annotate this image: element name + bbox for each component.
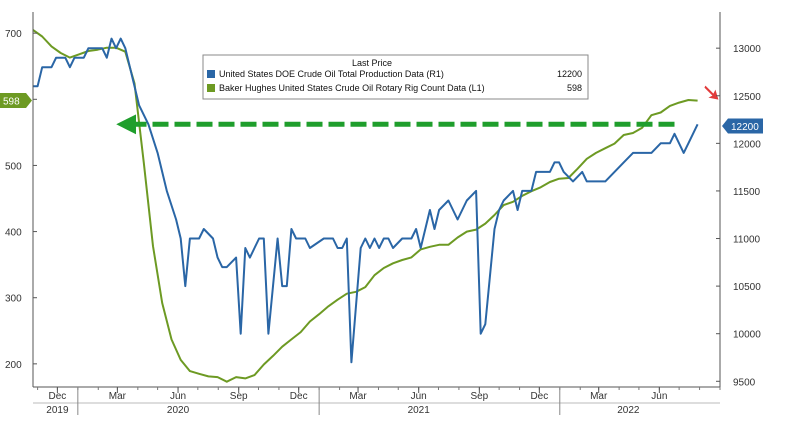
x-year-label: 2019: [46, 405, 69, 416]
y-axis-right: 9500 10000 10500 11000 11500 12000 12500 13000: [716, 12, 761, 388]
x-tick-label: Sep: [470, 391, 488, 402]
x-tick-label: Sep: [230, 391, 248, 402]
series-layer: [32, 29, 699, 383]
right-flag-shape: [722, 118, 763, 134]
y-left-tick-label: 200: [5, 360, 22, 371]
x-tick-label: Dec: [48, 391, 66, 402]
y-right-tick-label: 12500: [733, 92, 761, 103]
x-year-label: 2020: [167, 405, 190, 416]
x-tick-label: Jun: [411, 391, 427, 402]
legend-last-rigcount: 598: [567, 83, 582, 93]
x-tick-label: Dec: [290, 391, 308, 402]
left-flag-shape: [0, 93, 32, 108]
x-tick-label: Jun: [170, 391, 186, 402]
y-left-tick-label: 700: [5, 29, 22, 40]
x-axis: [33, 386, 721, 415]
y-right-tick-label: 11500: [733, 187, 761, 198]
x-year-label: 2022: [617, 405, 640, 416]
y-left-tick-label: 500: [5, 161, 22, 172]
legend-box: [202, 54, 589, 100]
series-line-production: [33, 37, 699, 364]
right-value-flag: 12200: [722, 118, 763, 134]
legend-label-rigcount: Baker Hughes United States Crude Oil Rot…: [219, 83, 485, 93]
y-right-tick-label: 9500: [733, 377, 756, 388]
legend-label-production: United States DOE Crude Oil Total Produc…: [219, 69, 444, 79]
left-value-flag: 598: [0, 93, 32, 108]
x-tick-label: Mar: [590, 391, 608, 402]
x-tick-label: Dec: [530, 391, 548, 402]
x-tick-label: Jun: [651, 391, 667, 402]
x-year-label: 2021: [408, 405, 431, 416]
legend-last-production: 12200: [557, 69, 582, 79]
y-left-tick-label: 400: [5, 228, 22, 239]
series-line-rig-count: [32, 29, 698, 383]
legend: Last Price United States DOE Crude Oil T…: [202, 54, 589, 100]
annotations: [116, 85, 719, 135]
x-tick-label: Mar: [349, 391, 367, 402]
x-axis-labels: Dec Mar Jun Sep Dec Mar Jun Sep Dec Mar Jun 2019 202…: [46, 391, 667, 416]
legend-swatch-rigcount: [207, 84, 215, 92]
y-right-tick-label: 11000: [733, 235, 761, 246]
y-right-tick-label: 13000: [733, 44, 761, 55]
x-tick-label: Mar: [109, 391, 127, 402]
legend-swatch-production: [207, 70, 215, 78]
right-flag-label: 12200: [731, 122, 759, 133]
y-right-tick-label: 10000: [733, 330, 761, 341]
legend-title: Last Price: [352, 58, 392, 68]
left-flag-label: 598: [3, 97, 20, 108]
y-left-tick-label: 300: [5, 294, 22, 305]
y-right-tick-label: 12000: [733, 139, 761, 150]
y-axis-left: 200300400500600700: [5, 12, 37, 387]
y-right-tick-label: 10500: [733, 282, 761, 293]
red-arrow-marker: [704, 85, 719, 100]
